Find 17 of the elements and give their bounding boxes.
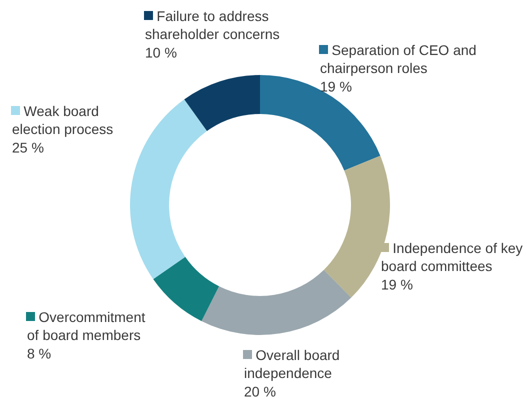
donut-slice — [130, 99, 207, 280]
legend-label: Failure to address shareholder concerns — [145, 8, 280, 42]
donut-slice — [202, 270, 352, 335]
legend-label: Independence of key board committees — [381, 240, 523, 274]
data-label: 10 % — [145, 44, 177, 60]
legend-label: Overall board independence — [244, 347, 340, 382]
data-label: 20 % — [244, 383, 276, 400]
donut-slice — [184, 75, 260, 132]
data-label: 8 % — [27, 345, 52, 362]
data-label: 25 % — [12, 139, 44, 156]
legend-label: Weak board election process — [12, 103, 114, 138]
data-label: 19 % — [320, 78, 352, 94]
data-label: 19 % — [381, 276, 413, 292]
legend-label: Overcommitment of board members — [27, 309, 146, 344]
donut-slice — [153, 256, 220, 322]
donut-slice — [260, 75, 380, 171]
legend-label: Separation of CEO and chairperson roles — [320, 42, 476, 76]
